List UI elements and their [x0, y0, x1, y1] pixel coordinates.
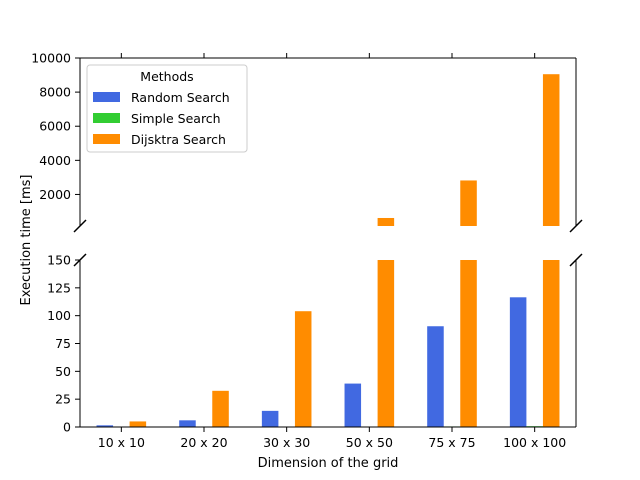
y-tick-label: 50	[55, 364, 71, 379]
legend-swatch-simple	[93, 113, 120, 123]
lower-panel-bars	[96, 260, 560, 427]
bar-dijkstra-3	[377, 260, 395, 427]
legend-box	[86, 64, 248, 153]
x-ticks: 10 x 10 20 x 20 30 x 30 50 x 50 75 x 75 100 x…	[98, 53, 566, 450]
y-tick-label: 25	[55, 392, 71, 407]
bar-dijkstra-4	[460, 260, 477, 427]
upper-panel-bars	[377, 74, 560, 226]
y-tick-label: 2000	[39, 187, 71, 202]
bar-upper-dijkstra-3	[377, 217, 395, 226]
legend-label-simple: Simple Search	[131, 111, 221, 126]
y-tick-label: 6000	[39, 119, 71, 134]
y-tick-label: 10000	[31, 51, 71, 66]
x-tick-label: 100 x 100	[503, 435, 566, 450]
y-tick-label: 75	[55, 336, 71, 351]
x-axis-label: Dimension of the grid	[258, 456, 399, 471]
bar-upper-dijkstra-5	[542, 74, 560, 226]
bar-random-1	[179, 420, 196, 427]
legend-title: Methods	[140, 69, 193, 84]
y-tick-label: 8000	[39, 85, 71, 100]
bar-upper-dijkstra-4	[460, 180, 477, 226]
y-tick-label: 0	[63, 420, 71, 435]
lower-y-ticks: 0 25 50 75 100 125 150	[47, 253, 80, 435]
bar-random-0	[96, 425, 114, 427]
y-tick-label: 100	[47, 308, 71, 323]
bar-dijkstra-0	[129, 421, 147, 427]
bar-random-4	[427, 326, 444, 427]
x-tick-label: 75 x 75	[428, 435, 475, 450]
bar-random-3	[344, 383, 362, 427]
legend: Methods Random Search Simple Search Dijs…	[86, 64, 248, 153]
x-tick-label: 50 x 50	[346, 435, 393, 450]
y-tick-label: 125	[47, 280, 71, 295]
upper-y-ticks: 2000 4000 6000 8000 10000	[31, 51, 80, 202]
x-tick-label: 10 x 10	[98, 435, 145, 450]
bar-dijkstra-5	[542, 260, 560, 427]
y-axis-label: Execution time [ms]	[19, 174, 34, 305]
x-tick-label: 20 x 20	[180, 435, 227, 450]
x-tick-label: 30 x 30	[263, 435, 310, 450]
legend-swatch-dijkstra	[93, 134, 120, 144]
bar-random-5	[509, 297, 527, 427]
bar-random-2	[261, 410, 279, 427]
bar-dijkstra-1	[212, 390, 229, 427]
y-tick-label: 4000	[39, 153, 71, 168]
bar-dijkstra-2	[294, 311, 312, 427]
axis-break-markers	[73, 219, 583, 267]
legend-label-dijkstra: Dijsktra Search	[131, 132, 226, 147]
legend-label-random: Random Search	[131, 90, 230, 105]
legend-swatch-random	[93, 92, 120, 102]
y-tick-label: 150	[47, 253, 71, 268]
